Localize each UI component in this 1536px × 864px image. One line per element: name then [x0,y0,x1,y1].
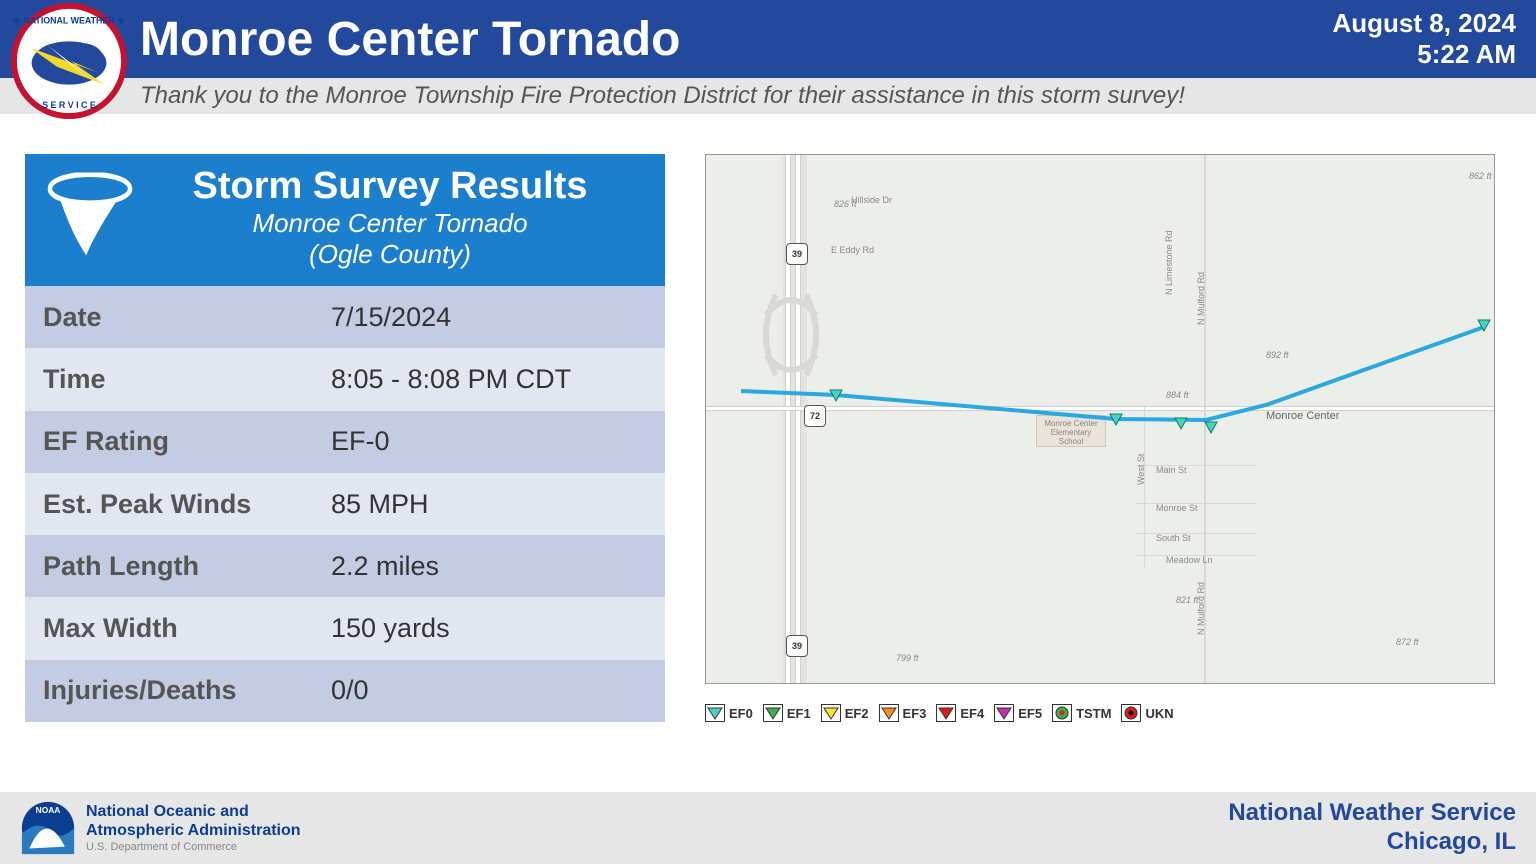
legend-label: EF4 [960,706,984,721]
nws-logo: ★ NATIONAL WEATHER ★ S E R V I C E [10,2,128,120]
legend-label: EF3 [903,706,927,721]
table-row: Est. Peak Winds85 MPH [25,473,665,535]
row-label: Est. Peak Winds [25,473,313,535]
footer-noaa-text: National Oceanic and Atmospheric Adminis… [86,802,301,854]
table-row: Injuries/Deaths0/0 [25,660,665,722]
legend-label: TSTM [1076,706,1111,721]
page-title: Monroe Center Tornado [140,12,1332,67]
survey-table: Storm Survey Results Monroe Center Torna… [25,154,665,722]
legend-label: EF2 [845,706,869,721]
map-area: Monroe CenterElementarySchool397239Hills… [705,154,1511,722]
survey-header: Storm Survey Results Monroe Center Torna… [25,154,665,286]
header-datetime: August 8, 2024 5:22 AM [1332,8,1516,70]
legend-item: EF5 [994,704,1042,722]
noaa-line1: National Oceanic and [86,802,301,821]
main-content: Storm Survey Results Monroe Center Torna… [0,114,1536,722]
footer-left: NOAA National Oceanic and Atmospheric Ad… [20,800,301,856]
header-time: 5:22 AM [1332,39,1516,70]
header-top: Monroe Center Tornado August 8, 2024 5:2… [0,0,1536,78]
legend-item: EF3 [879,704,927,722]
header-date: August 8, 2024 [1332,8,1516,39]
legend-item: EF0 [705,704,753,722]
row-value: 2.2 miles [313,535,665,597]
legend-item: EF2 [821,704,869,722]
table-row: EF RatingEF-0 [25,411,665,473]
table-row: Path Length2.2 miles [25,535,665,597]
footer: NOAA National Oceanic and Atmospheric Ad… [0,792,1536,864]
row-label: Date [25,286,313,348]
header: Monroe Center Tornado August 8, 2024 5:2… [0,0,1536,114]
row-value: 7/15/2024 [313,286,665,348]
noaa-line3: U.S. Department of Commerce [86,841,301,854]
footer-city: Chicago, IL [1228,828,1516,857]
row-value: 85 MPH [313,473,665,535]
row-value: 0/0 [313,660,665,722]
svg-text:★ NATIONAL WEATHER ★: ★ NATIONAL WEATHER ★ [13,16,126,26]
row-value: EF-0 [313,411,665,473]
tornado-path [706,155,1494,683]
table-row: Time8:05 - 8:08 PM CDT [25,348,665,410]
row-label: Time [25,348,313,410]
ef-legend: EF0 EF1 EF2 EF3 EF4 EF5 TSTM UKN [705,704,1511,722]
legend-label: EF0 [729,706,753,721]
row-value: 150 yards [313,597,665,659]
legend-item: TSTM [1052,704,1111,722]
row-label: Injuries/Deaths [25,660,313,722]
footer-office: National Weather Service [1228,799,1516,828]
row-label: Path Length [25,535,313,597]
row-label: EF Rating [25,411,313,473]
svg-text:NOAA: NOAA [36,805,61,815]
svg-text:S E R V I C E: S E R V I C E [42,100,96,110]
legend-label: EF1 [787,706,811,721]
tornado-track-map: Monroe CenterElementarySchool397239Hills… [705,154,1495,684]
legend-item: EF1 [763,704,811,722]
footer-right: National Weather Service Chicago, IL [1228,799,1516,857]
legend-label: UKN [1145,706,1173,721]
legend-label: EF5 [1018,706,1042,721]
row-value: 8:05 - 8:08 PM CDT [313,348,665,410]
noaa-line2: Atmospheric Administration [86,821,301,840]
tornado-icon [45,173,135,268]
survey-body: Date7/15/2024Time8:05 - 8:08 PM CDTEF Ra… [25,286,665,722]
legend-item: UKN [1121,704,1173,722]
table-row: Max Width150 yards [25,597,665,659]
table-row: Date7/15/2024 [25,286,665,348]
header-subtitle: Thank you to the Monroe Township Fire Pr… [0,78,1536,114]
legend-item: EF4 [936,704,984,722]
row-label: Max Width [25,597,313,659]
noaa-logo-icon: NOAA [20,800,76,856]
